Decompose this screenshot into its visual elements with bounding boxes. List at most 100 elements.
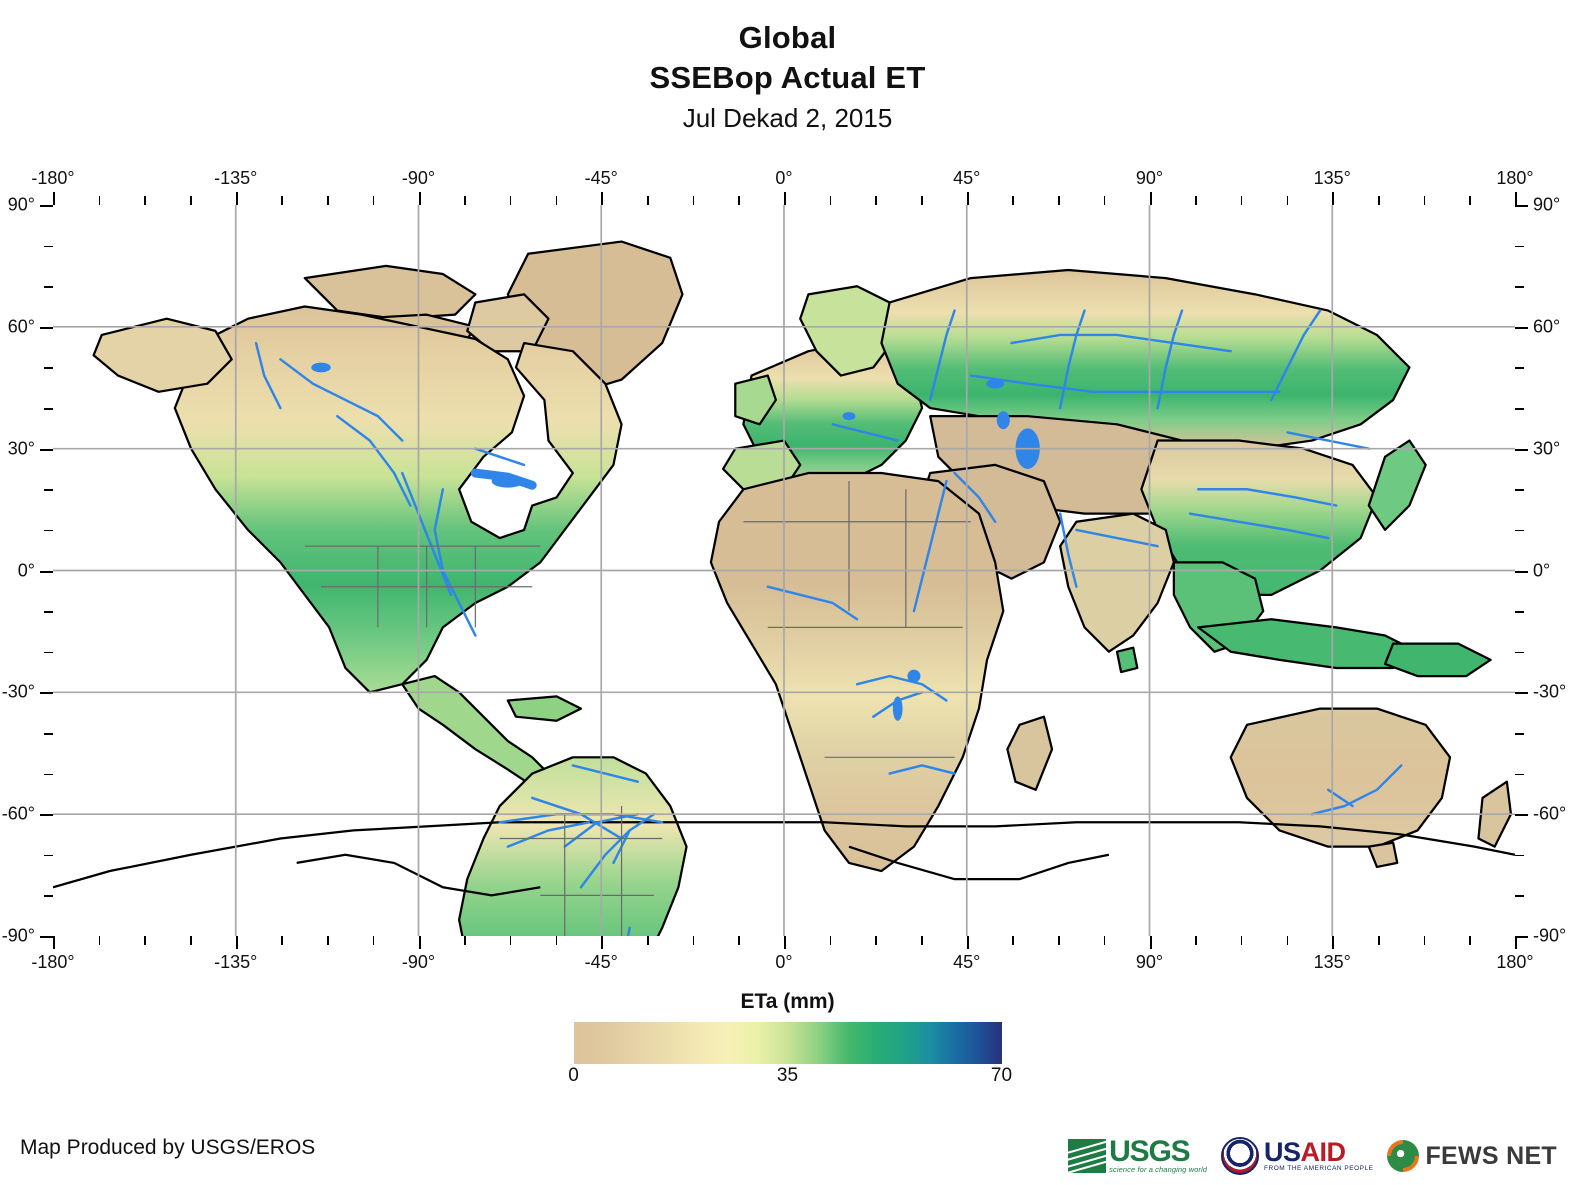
x-tick-minor — [921, 936, 923, 945]
y-axis-label-left: -90° — [1, 925, 35, 946]
x-tick-minor — [372, 936, 375, 945]
x-tick-major — [1515, 936, 1517, 949]
y-axis-label-right: 60° — [1533, 316, 1561, 337]
x-tick-minor — [509, 936, 512, 945]
landmass-india — [1059, 512, 1175, 653]
x-axis-label-bottom: 135° — [1313, 952, 1351, 972]
fews-net-logo: FEWS NET — [1387, 1140, 1557, 1172]
y-tick-major — [40, 814, 53, 817]
y-axis-label-right: -60° — [1533, 803, 1567, 824]
x-tick-minor — [1195, 196, 1197, 205]
rivers-layer — [254, 309, 1403, 936]
x-tick-major — [1515, 192, 1517, 205]
x-tick-minor — [372, 196, 375, 205]
y-axis-label-left: 90° — [7, 194, 35, 215]
landmass-tasmania — [1367, 841, 1399, 869]
x-axis-label-bottom: 90° — [1135, 952, 1164, 972]
y-tick-major — [40, 570, 53, 573]
usgs-logo: USGS science for a changing world — [1068, 1136, 1208, 1175]
x-tick-minor — [1240, 936, 1243, 945]
landmass-australia — [1229, 707, 1452, 848]
x-tick-major — [235, 936, 238, 949]
x-tick-major — [235, 192, 238, 205]
y-tick-minor — [1515, 611, 1524, 613]
y-tick-minor — [1515, 489, 1524, 491]
x-axis-label-bottom: -45° — [584, 952, 618, 972]
usaid-wordmark-us: US — [1264, 1136, 1301, 1167]
x-tick-minor — [1058, 196, 1060, 205]
y-tick-minor — [1515, 367, 1524, 370]
usgs-tagline: science for a changing world — [1109, 1165, 1208, 1175]
x-tick-minor — [738, 196, 740, 205]
x-axis-label-bottom: 0° — [775, 952, 793, 972]
y-tick-major — [40, 936, 53, 938]
usgs-mark-icon — [1068, 1139, 1107, 1173]
x-tick-minor — [190, 196, 192, 205]
y-tick-major — [40, 692, 53, 695]
y-tick-major — [40, 326, 53, 329]
landmass-new-guinea — [1383, 642, 1492, 678]
x-tick-minor — [1103, 936, 1106, 945]
y-axis-label-left: -60° — [1, 803, 35, 824]
x-tick-minor — [281, 936, 284, 945]
landmass-japan — [1367, 439, 1427, 532]
x-tick-minor — [98, 196, 101, 205]
y-tick-major — [40, 205, 53, 207]
landmass-siberia — [880, 268, 1411, 450]
x-tick-minor — [646, 196, 649, 205]
x-tick-minor — [144, 936, 146, 945]
x-axis-label-top: -135° — [214, 168, 258, 188]
x-tick-major — [1332, 192, 1335, 205]
y-tick-major — [40, 448, 53, 451]
x-axis-label-top: -180° — [31, 168, 75, 188]
x-axis-label-top: 90° — [1135, 168, 1164, 188]
y-tick-minor — [44, 773, 53, 776]
y-tick-minor — [1515, 651, 1524, 654]
x-tick-minor — [875, 196, 877, 205]
y-tick-major — [1515, 570, 1528, 573]
landmass-alaska — [92, 317, 233, 393]
y-axis-label-right: -90° — [1533, 925, 1567, 946]
x-tick-major — [418, 936, 421, 949]
y-tick-major — [1515, 692, 1528, 695]
land-layer — [92, 240, 1513, 936]
gridlines-layer — [53, 205, 1515, 936]
x-tick-minor — [1423, 936, 1426, 945]
x-tick-minor — [1286, 196, 1289, 205]
usaid-seal-icon — [1221, 1137, 1260, 1175]
colorbar-label-max: 70 — [990, 1065, 1013, 1086]
x-tick-major — [418, 192, 421, 205]
x-tick-major — [53, 192, 55, 205]
admin-borders-layer — [304, 481, 979, 936]
y-axis-label-right: 30° — [1533, 438, 1561, 459]
x-axis-label-bottom: -90° — [401, 952, 436, 972]
x-axis-label-top: 135° — [1313, 168, 1351, 188]
x-tick-minor — [692, 936, 695, 945]
x-tick-minor — [281, 196, 284, 205]
colorbar-label-min: 0 — [568, 1065, 579, 1086]
y-tick-minor — [44, 408, 53, 410]
colorbar-ticks: 0 35 70 — [568, 1064, 1012, 1090]
x-tick-minor — [1377, 936, 1380, 945]
x-tick-minor — [1012, 936, 1015, 945]
title-block: Global SSEBop Actual ET Jul Dekad 2, 201… — [0, 18, 1575, 138]
x-axis-label-top: 0° — [775, 168, 793, 188]
y-axis-label-right: -30° — [1533, 681, 1567, 702]
x-tick-major — [784, 192, 786, 205]
x-tick-minor — [1012, 196, 1015, 205]
x-axis-label-top: -90° — [401, 168, 436, 188]
x-tick-minor — [692, 196, 695, 205]
fews-net-wordmark: FEWS NET — [1425, 1141, 1557, 1170]
landmass-north-america — [173, 305, 623, 694]
y-tick-minor — [1515, 245, 1524, 248]
y-axis-label-left: 30° — [7, 438, 35, 459]
x-tick-major — [601, 192, 604, 205]
usaid-logo: US AID FROM THE AMERICAN PEOPLE — [1221, 1137, 1373, 1175]
y-axis-label-left: 60° — [7, 316, 35, 337]
map-container[interactable]: -180° -180° -135° -135° -90° -90° -45° -45° 0° 0°… — [2, 168, 1566, 972]
world-map-raster — [53, 205, 1515, 936]
landmass-caribbean — [506, 695, 583, 722]
colorbar-legend: ETa (mm) 0 35 70 — [0, 990, 1575, 1095]
y-tick-minor — [1515, 773, 1524, 776]
x-tick-minor — [1423, 196, 1426, 205]
